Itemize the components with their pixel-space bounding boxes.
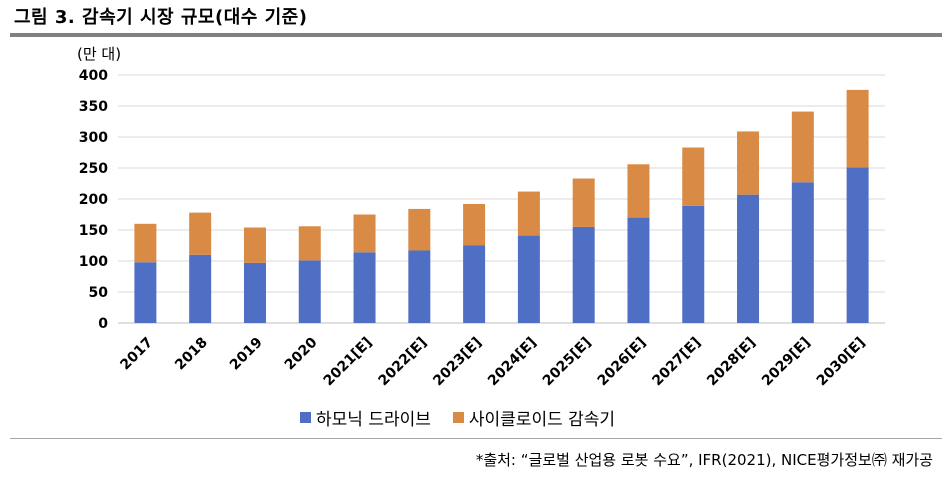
y-tick-label-350: 350 <box>79 99 108 115</box>
x-tick-label-2030E: 2030[E] <box>814 335 869 390</box>
title-rule <box>10 33 942 37</box>
bar-cycloid-2030E <box>846 89 869 168</box>
x-tick-label-2021E: 2021[E] <box>321 335 376 390</box>
bar-harmonic-2029E <box>791 182 814 323</box>
bar-cycloid-2025E <box>572 178 595 227</box>
x-tick-label-2028E: 2028[E] <box>704 335 759 390</box>
bar-cycloid-2018 <box>189 212 212 255</box>
x-tick-label-2027E: 2027[E] <box>649 335 704 390</box>
bar-cycloid-2022E <box>408 208 431 251</box>
bar-harmonic-2026E <box>627 217 650 323</box>
x-tick-label-2018: 2018 <box>172 335 211 374</box>
legend-label-cycloid: 사이클로이드 감속기 <box>468 410 616 430</box>
bar-harmonic-2025E <box>572 226 595 323</box>
bar-cycloid-2021E <box>353 214 376 253</box>
x-tick-label-2017: 2017 <box>117 335 156 374</box>
bar-harmonic-2022E <box>408 250 431 323</box>
y-tick-label-300: 300 <box>79 130 108 146</box>
legend-swatch-cycloid <box>452 412 464 423</box>
bar-cycloid-2020 <box>298 226 321 261</box>
y-tick-label-200: 200 <box>79 192 108 208</box>
y-tick-label-50: 50 <box>89 285 109 301</box>
bar-cycloid-2028E <box>737 131 760 195</box>
bar-harmonic-2019 <box>243 262 266 323</box>
x-tick-label-2023E: 2023[E] <box>430 335 485 390</box>
bar-harmonic-2023E <box>463 245 486 323</box>
bar-cycloid-2027E <box>682 147 705 206</box>
y-tick-label-250: 250 <box>79 161 108 177</box>
x-tick-label-2020: 2020 <box>282 334 321 373</box>
bar-harmonic-2027E <box>682 205 705 323</box>
bar-harmonic-2030E <box>846 167 869 323</box>
bar-cycloid-2017 <box>134 223 157 263</box>
legend-label-harmonic: 하모닉 드라이브 <box>316 410 431 430</box>
legend: 하모닉 드라이브 사이클로이드 감속기 <box>300 405 637 430</box>
bar-harmonic-2017 <box>134 262 157 323</box>
x-tick-label-2029E: 2029[E] <box>759 335 814 390</box>
stacked-bar-chart: 0 50 100 150 200 250 300 350 400 2017 2018 2019 2020… <box>79 68 885 390</box>
bottom-rule <box>10 438 942 439</box>
legend-item-harmonic: 하모닉 드라이브 <box>300 405 431 430</box>
legend-item-cycloid: 사이클로이드 감속기 <box>452 405 616 430</box>
legend-swatch-harmonic <box>300 412 311 423</box>
bar-harmonic-2024E <box>517 235 540 323</box>
figure-title: 그림 3. 감속기 시장 규모(대수 기준) <box>14 7 308 28</box>
bar-cycloid-2019 <box>243 227 266 263</box>
x-tick-label-2019: 2019 <box>227 335 266 374</box>
unit-label: (만 대) <box>77 45 122 63</box>
y-tick-label-150: 150 <box>79 223 108 239</box>
y-tick-label-100: 100 <box>79 254 108 270</box>
bar-harmonic-2018 <box>189 254 212 323</box>
bar-cycloid-2024E <box>517 191 540 236</box>
x-tick-label-2024E: 2024[E] <box>485 335 540 390</box>
y-tick-label-400: 400 <box>79 68 108 84</box>
source-note: *출처: “글로벌 산업용 로봇 수요”, IFR(2021), NICE평가정… <box>475 451 933 469</box>
x-tick-label-2026E: 2026[E] <box>595 335 650 390</box>
bar-cycloid-2023E <box>463 203 486 246</box>
y-tick-label-0: 0 <box>98 316 108 332</box>
bar-harmonic-2021E <box>353 252 376 323</box>
x-tick-label-2025E: 2025[E] <box>540 335 595 390</box>
bar-cycloid-2026E <box>627 164 650 218</box>
bar-harmonic-2028E <box>737 194 760 323</box>
x-tick-label-2022E: 2022[E] <box>375 335 430 390</box>
bar-cycloid-2029E <box>791 111 814 183</box>
bar-harmonic-2020 <box>298 260 321 323</box>
